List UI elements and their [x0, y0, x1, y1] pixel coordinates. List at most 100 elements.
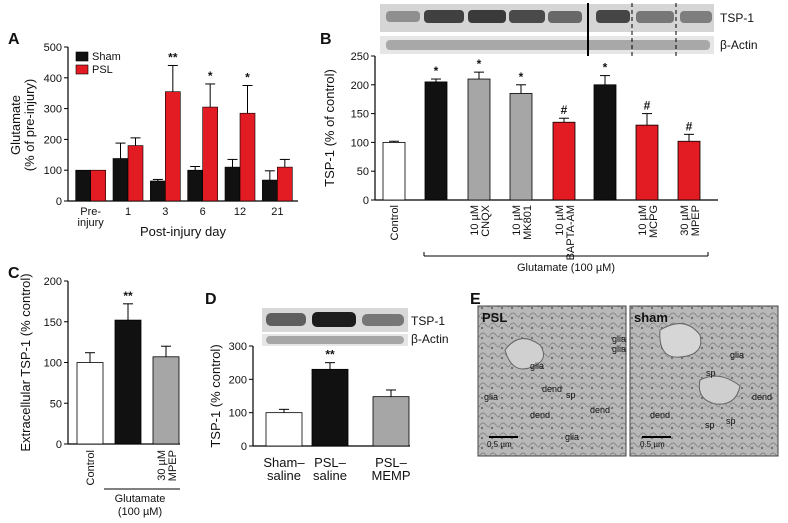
panel-c-bar — [76, 362, 104, 445]
panel-d-y-axis-label: TSP-1 (% control) — [208, 344, 223, 447]
panel-a-x-tick-label: 1 — [125, 206, 131, 218]
panel-b-bar — [593, 84, 617, 201]
sham-scale-label: 0.5 µm — [640, 440, 665, 449]
panel-a-letter: A — [8, 31, 20, 48]
psl-micrograph — [477, 305, 627, 457]
panel-d-significance: ** — [325, 348, 335, 362]
panel-a-y-tick-label: 400 — [44, 73, 62, 85]
panel-b-bar — [552, 121, 576, 201]
panel-b-y-tick-label: 100 — [351, 137, 369, 149]
panel-a-y-tick-label: 100 — [44, 165, 62, 177]
panel-a-y-tick-label: 500 — [44, 42, 62, 54]
panel-b-x-tick-label: 10 µMMK801 — [511, 205, 534, 240]
em-label: dend — [530, 410, 550, 420]
panel-b-y-tick-label: 0 — [363, 195, 369, 207]
panel-b-western-blot: TSP-1 β-Actin — [380, 3, 758, 56]
panel-d-western-blot: TSP-1 β-Actin — [262, 308, 449, 346]
panel-d-bar — [265, 412, 303, 447]
panel-a-bar — [75, 169, 91, 202]
panel-a-bar — [224, 166, 241, 202]
panel-c-bar — [152, 356, 180, 445]
em-label: glia — [730, 350, 744, 360]
panel-c-y-axis-label: Extracellular TSP-1 (% control) — [18, 273, 33, 451]
panel-a-bar — [150, 180, 166, 202]
panel-b-y-tick-label: 200 — [351, 80, 369, 92]
panel-a-bar — [165, 91, 181, 202]
panel-b-bar — [677, 140, 701, 201]
panel-c-y-tick-label: 150 — [44, 317, 62, 329]
panel-e-letter: E — [470, 291, 481, 308]
panel-a-x-tick-label: 3 — [162, 206, 168, 218]
panel-b-significance: * — [434, 64, 439, 78]
em-label: sp — [566, 390, 576, 400]
panel-b-x-tick-label: 30 µMMPEP — [679, 205, 702, 236]
psl-scale-label: 0.5 µm — [487, 440, 512, 449]
panel-c-group-label: Glutamate (100 µM) — [115, 493, 166, 518]
panel-d-tsp1-label: TSP-1 — [411, 314, 445, 328]
em-label: glia — [484, 392, 498, 402]
panel-a-bar — [277, 166, 293, 202]
panel-c-significance: ** — [123, 289, 133, 303]
panel-a-bar — [112, 158, 129, 202]
panel-b-x-tick-label: Control — [389, 205, 401, 240]
em-label: glia — [565, 432, 579, 442]
panel-a-x-tick-label: Pre-injury — [78, 206, 105, 229]
panel-a-legend-label: Sham — [92, 51, 121, 63]
panel-a-y-tick-label: 200 — [44, 134, 62, 146]
panel-b-y-tick-label: 150 — [351, 109, 369, 121]
panel-a-legend-label: PSL — [92, 64, 113, 76]
em-label: sp — [706, 368, 716, 378]
panel-c-bar — [114, 319, 142, 445]
panel-b-bar — [424, 81, 448, 201]
panel-b-significance: * — [519, 70, 524, 84]
em-label: dend — [650, 410, 670, 420]
panel-d-x-tick-label: Sham– saline — [263, 455, 305, 483]
panel-c-y-tick-label: 50 — [50, 398, 62, 410]
em-label: dend — [542, 384, 562, 394]
panel-d-chart: 0 100 200 300 Sham– saline ** PSL– saline PSL– MEM… — [208, 341, 411, 483]
panel-b-y-axis-label: TSP-1 (% of control) — [322, 69, 337, 187]
panel-c-y-tick-label: 0 — [56, 439, 62, 451]
panel-a-legend-swatch — [75, 64, 89, 75]
panel-b-significance: # — [561, 103, 568, 117]
panel-a-bar — [202, 106, 218, 202]
panel-b-tsp1-label: TSP-1 — [720, 11, 754, 25]
panel-d-x-tick-label: PSL– MEMP — [372, 455, 411, 483]
panel-b-bar — [382, 141, 406, 201]
panel-b-x-tick-label: 10 µMCNQX — [469, 204, 492, 236]
panel-b-y-tick-label: 250 — [351, 51, 369, 63]
psl-micrograph-title: PSL — [482, 310, 507, 325]
panel-c-x-tick-label: Control — [85, 450, 97, 485]
panel-b-x-tick-label: 10 µMMCPG — [637, 205, 660, 238]
panel-a-significance: * — [245, 71, 250, 85]
panel-b-significance: * — [603, 61, 608, 75]
sham-micrograph-title: sham — [634, 310, 668, 325]
panel-a-y-tick-label: 300 — [44, 104, 62, 116]
panel-d-letter: D — [205, 291, 217, 308]
panel-b-significance: # — [686, 119, 693, 133]
panel-a-legend-swatch — [75, 51, 89, 62]
panel-a-x-axis-label: Post-injury day — [140, 224, 226, 239]
panel-b-actin-label: β-Actin — [720, 38, 758, 52]
em-label: glia — [612, 334, 626, 344]
panel-c-letter: C — [8, 265, 20, 282]
panel-b-x-tick-label: 10 µMBAPTA-AM — [554, 205, 577, 260]
panel-b-bar — [635, 124, 659, 201]
panel-a-y-axis-label: (% of pre-injury) — [22, 79, 37, 171]
panel-d-x-tick-label: PSL– saline — [313, 455, 347, 483]
em-label: glia — [612, 344, 626, 354]
panel-b-group-label: Glutamate (100 µM) — [517, 262, 615, 274]
em-label: sp — [705, 420, 715, 430]
panel-b-bar — [467, 78, 491, 201]
panel-a-bar — [262, 179, 278, 202]
em-label: glia — [530, 361, 544, 371]
panel-a-bar — [90, 169, 106, 202]
panel-e-micrographs: PSL sham glia glia glia glia glia dend d… — [477, 305, 779, 457]
panel-c-chart: 0 50 100 150 200 Control ** 30 µMMPEP Extracellu… — [18, 273, 180, 518]
panel-a-significance: ** — [168, 50, 178, 64]
panel-c-x-tick-label: 30 µMMPEP — [156, 450, 179, 481]
panel-c-y-tick-label: 100 — [44, 358, 62, 370]
panel-b-letter: B — [320, 31, 332, 48]
